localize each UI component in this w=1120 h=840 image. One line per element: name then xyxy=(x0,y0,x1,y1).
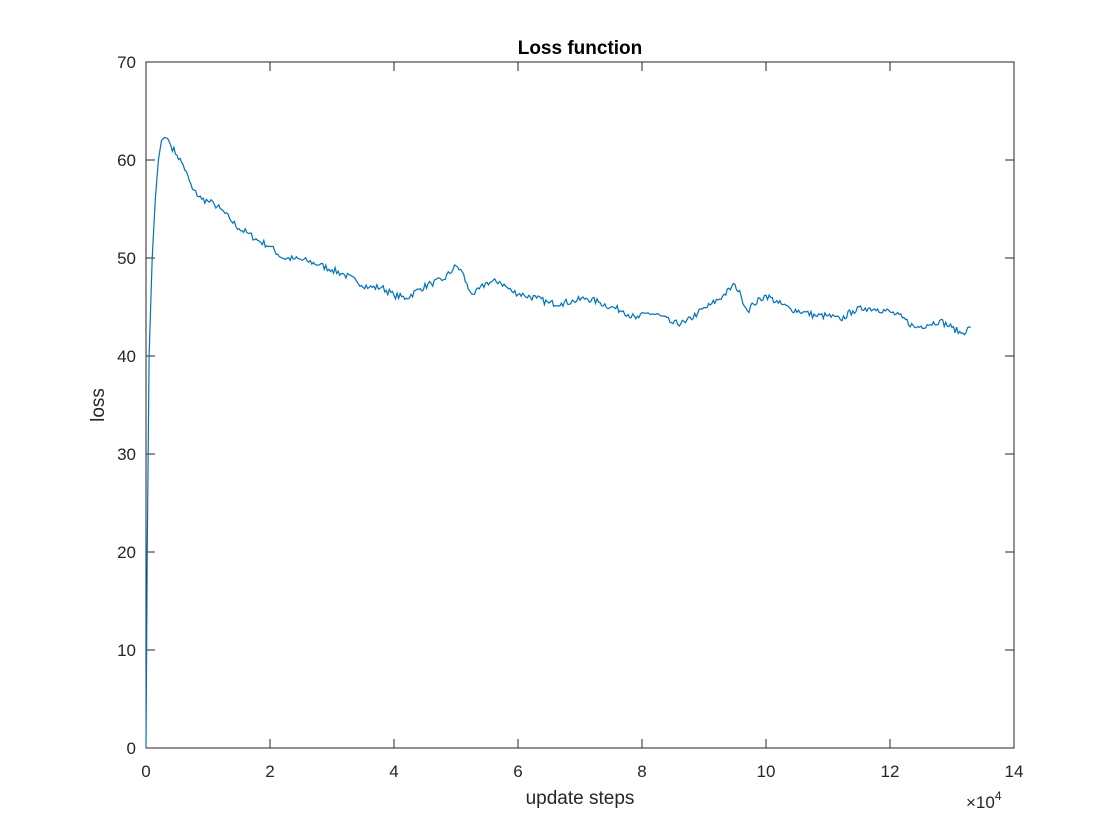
x-axis-label: update steps xyxy=(526,788,635,809)
plot-area xyxy=(145,61,1015,749)
x-tick-label: 4 xyxy=(389,762,398,781)
x-tick-label: 2 xyxy=(265,762,274,781)
x-axis-ticks: 0 2 4 6 8 10 12 14 xyxy=(141,62,1023,781)
x-axis-exponent: 4 xyxy=(995,789,1002,803)
x-tick-label: 8 xyxy=(637,762,646,781)
y-tick-label: 50 xyxy=(117,249,136,268)
y-tick-label: 10 xyxy=(117,641,136,660)
loss-series-line xyxy=(145,136,971,749)
y-tick-label: 40 xyxy=(117,347,136,366)
x-axis-exponent-label: ×104 xyxy=(966,789,1002,812)
y-tick-label: 30 xyxy=(117,445,136,464)
y-axis-ticks: 0 10 20 30 40 50 60 70 xyxy=(117,53,1014,758)
x-tick-label: 6 xyxy=(513,762,522,781)
y-axis-label: loss xyxy=(88,388,109,422)
y-tick-label: 20 xyxy=(117,543,136,562)
x-tick-label: 14 xyxy=(1005,762,1024,781)
y-tick-label: 60 xyxy=(117,151,136,170)
chart-title: Loss function xyxy=(518,38,643,59)
x-tick-label: 0 xyxy=(141,762,150,781)
x-tick-label: 12 xyxy=(881,762,900,781)
y-tick-label: 70 xyxy=(117,53,136,72)
y-tick-label: 0 xyxy=(127,739,136,758)
x-tick-label: 10 xyxy=(757,762,776,781)
x-axis-multiplier: ×10 xyxy=(966,793,995,812)
